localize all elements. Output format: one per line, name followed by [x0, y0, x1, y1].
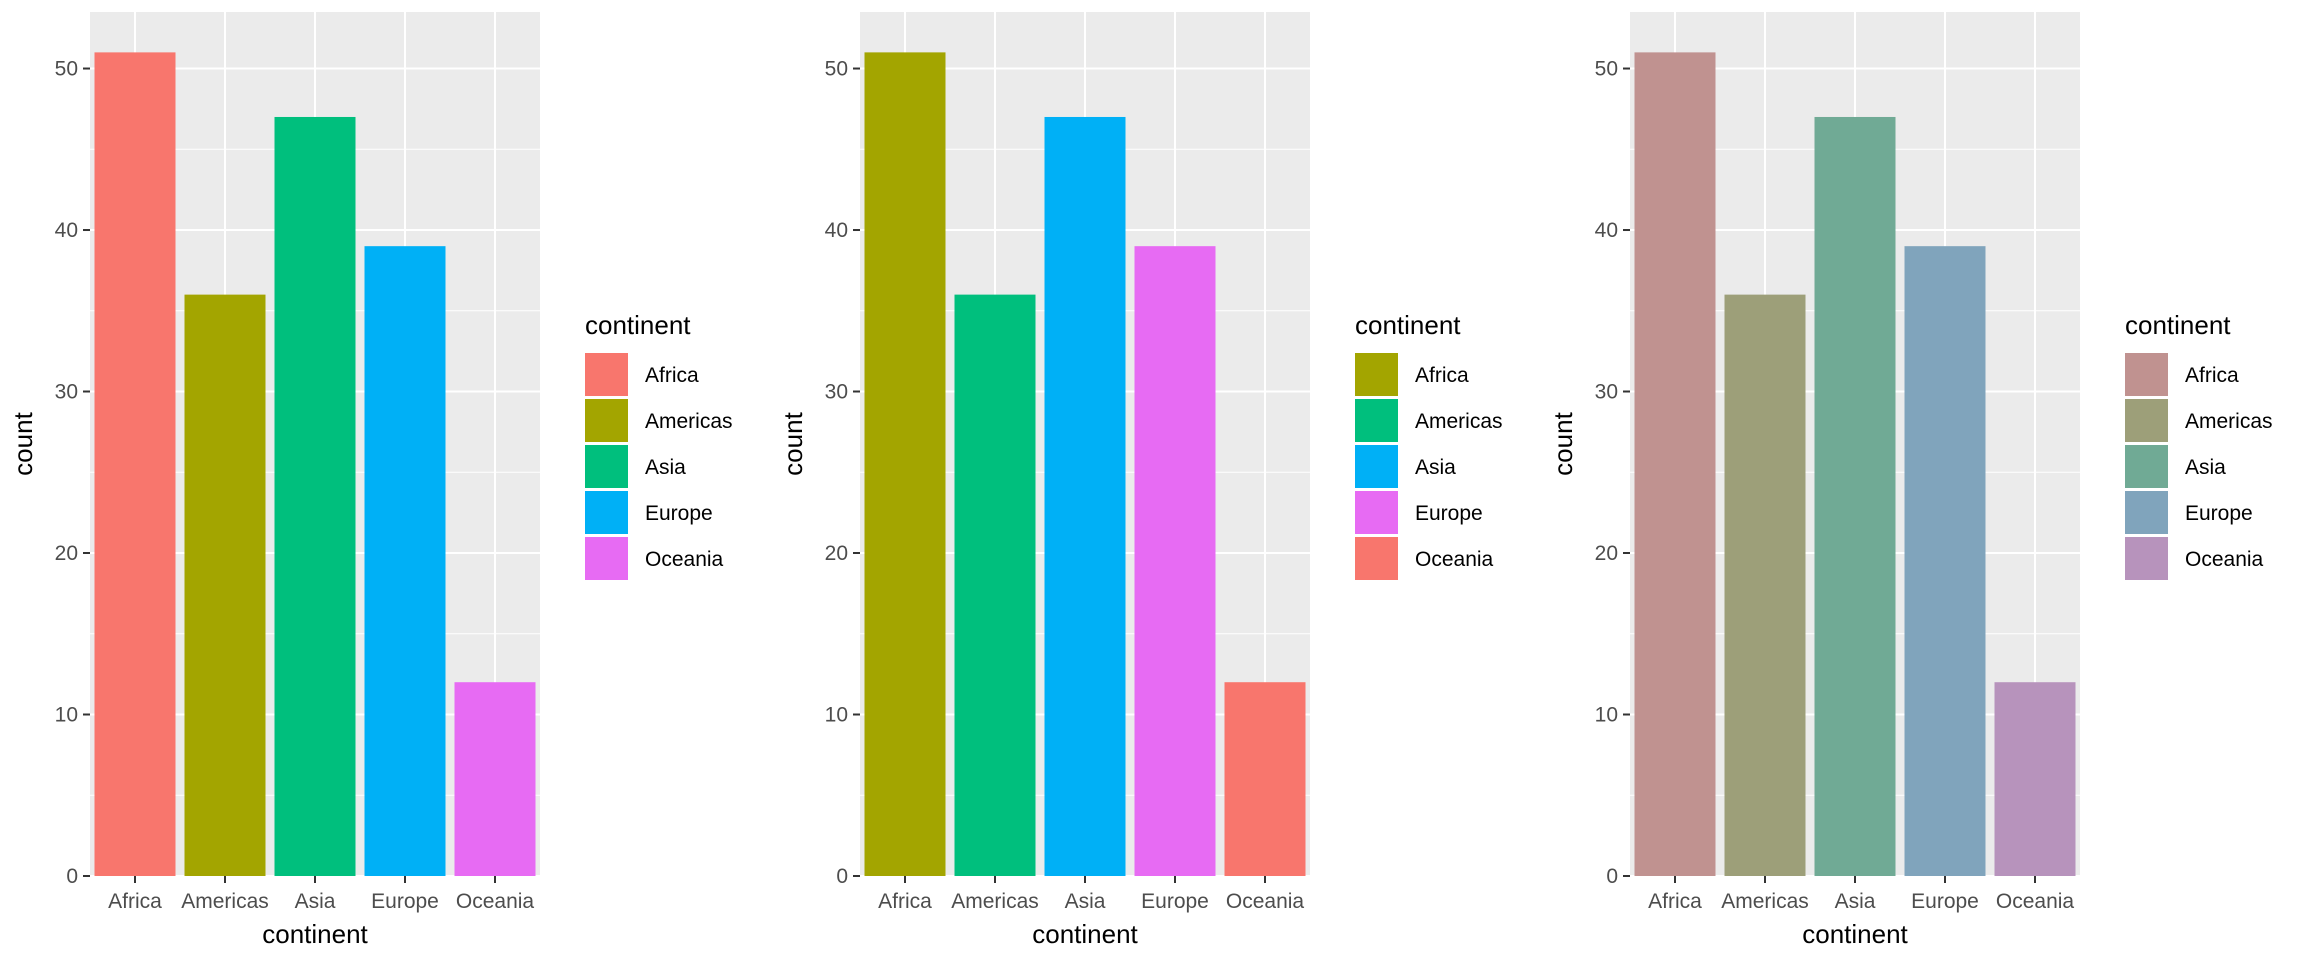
legend-key-africa	[1355, 353, 1398, 396]
legend-title: continent	[585, 310, 691, 340]
y-tick-label: 10	[1595, 704, 1618, 727]
x-tick-label: Oceania	[456, 890, 535, 913]
bar-americas	[954, 294, 1036, 876]
y-tick-label: 10	[825, 704, 848, 727]
x-axis-title: continent	[1032, 919, 1138, 949]
bar-oceania	[454, 682, 536, 876]
bar-chart-panel-2: 0 10 20 30 40 50 Africa Americas Asia Europe Ocean…	[778, 12, 1503, 949]
y-tick-label: 20	[825, 542, 848, 565]
y-tick-label: 40	[825, 219, 848, 242]
legend-key-americas	[1355, 399, 1398, 442]
legend-title: continent	[2125, 310, 2231, 340]
legend-label: Americas	[645, 410, 733, 433]
x-tick-label: Americas	[951, 890, 1039, 913]
bar-oceania	[1994, 682, 2076, 876]
y-tick-label: 30	[55, 381, 78, 404]
legend-key-asia	[2125, 445, 2168, 488]
x-tick-label: Europe	[1141, 890, 1209, 913]
legend-key-asia	[1355, 445, 1398, 488]
legend-label: Europe	[1415, 502, 1483, 525]
legend-title: continent	[1355, 310, 1461, 340]
y-tick-label: 30	[825, 381, 848, 404]
legend-label: Africa	[2185, 364, 2239, 387]
legend-label: Europe	[645, 502, 713, 525]
y-tick-label: 40	[55, 219, 78, 242]
bar-chart-panel-1: 0 10 20 30 40 50 Africa Americas Asia Europe Ocean…	[8, 12, 733, 949]
legend-key-europe	[1355, 491, 1398, 534]
y-tick-label: 50	[55, 58, 78, 81]
x-tick-label: Europe	[371, 890, 439, 913]
x-axis-title: continent	[1802, 919, 1908, 949]
y-tick-label: 10	[55, 704, 78, 727]
legend-label: Asia	[1415, 456, 1456, 479]
legend-key-europe	[2125, 491, 2168, 534]
y-tick-label: 0	[1606, 865, 1618, 888]
y-tick-label: 30	[1595, 381, 1618, 404]
x-tick-label: Asia	[295, 890, 336, 913]
bar-africa	[1634, 52, 1716, 876]
bar-asia	[1814, 116, 1896, 876]
bar-americas	[1724, 294, 1806, 876]
legend-key-oceania	[2125, 537, 2168, 580]
legend-label: Oceania	[645, 548, 724, 571]
x-tick-label: Europe	[1911, 890, 1979, 913]
y-tick-label: 40	[1595, 219, 1618, 242]
legend-label: Africa	[1415, 364, 1469, 387]
y-tick-label: 20	[55, 542, 78, 565]
x-tick-label: Americas	[181, 890, 269, 913]
legend-label: Asia	[645, 456, 686, 479]
x-tick-label: Asia	[1835, 890, 1876, 913]
legend-label: Oceania	[1415, 548, 1494, 571]
bar-europe	[1134, 246, 1216, 877]
x-tick-label: Americas	[1721, 890, 1809, 913]
legend-label: Americas	[1415, 410, 1503, 433]
x-tick-label: Oceania	[1226, 890, 1305, 913]
x-tick-label: Africa	[878, 890, 932, 913]
x-tick-label: Oceania	[1996, 890, 2075, 913]
y-axis-title: count	[1548, 411, 1578, 475]
bar-africa	[864, 52, 946, 876]
legend-key-asia	[585, 445, 628, 488]
bar-africa	[94, 52, 176, 876]
bar-chart-panel-3: 0 10 20 30 40 50 Africa Americas Asia Europe Ocean…	[1548, 12, 2273, 949]
bar-oceania	[1224, 682, 1306, 876]
legend-key-africa	[2125, 353, 2168, 396]
bar-asia	[1044, 116, 1126, 876]
legend-label: Africa	[645, 364, 699, 387]
legend-key-americas	[585, 399, 628, 442]
x-tick-label: Africa	[108, 890, 162, 913]
legend-key-europe	[585, 491, 628, 534]
y-tick-label: 0	[66, 865, 78, 888]
y-axis-title: count	[778, 411, 808, 475]
y-tick-label: 0	[836, 865, 848, 888]
legend-label: Asia	[2185, 456, 2226, 479]
legend-label: Europe	[2185, 502, 2253, 525]
legend-key-americas	[2125, 399, 2168, 442]
legend-label: Americas	[2185, 410, 2273, 433]
legend-label: Oceania	[2185, 548, 2264, 571]
x-tick-label: Africa	[1648, 890, 1702, 913]
y-axis-title: count	[8, 411, 38, 475]
y-tick-label: 20	[1595, 542, 1618, 565]
legend-key-oceania	[585, 537, 628, 580]
legend-key-oceania	[1355, 537, 1398, 580]
legend-key-africa	[585, 353, 628, 396]
x-axis-title: continent	[262, 919, 368, 949]
bar-europe	[1904, 246, 1986, 877]
bar-asia	[274, 116, 356, 876]
bar-europe	[364, 246, 446, 877]
x-tick-label: Asia	[1065, 890, 1106, 913]
y-tick-label: 50	[825, 58, 848, 81]
y-tick-label: 50	[1595, 58, 1618, 81]
bar-americas	[184, 294, 266, 876]
